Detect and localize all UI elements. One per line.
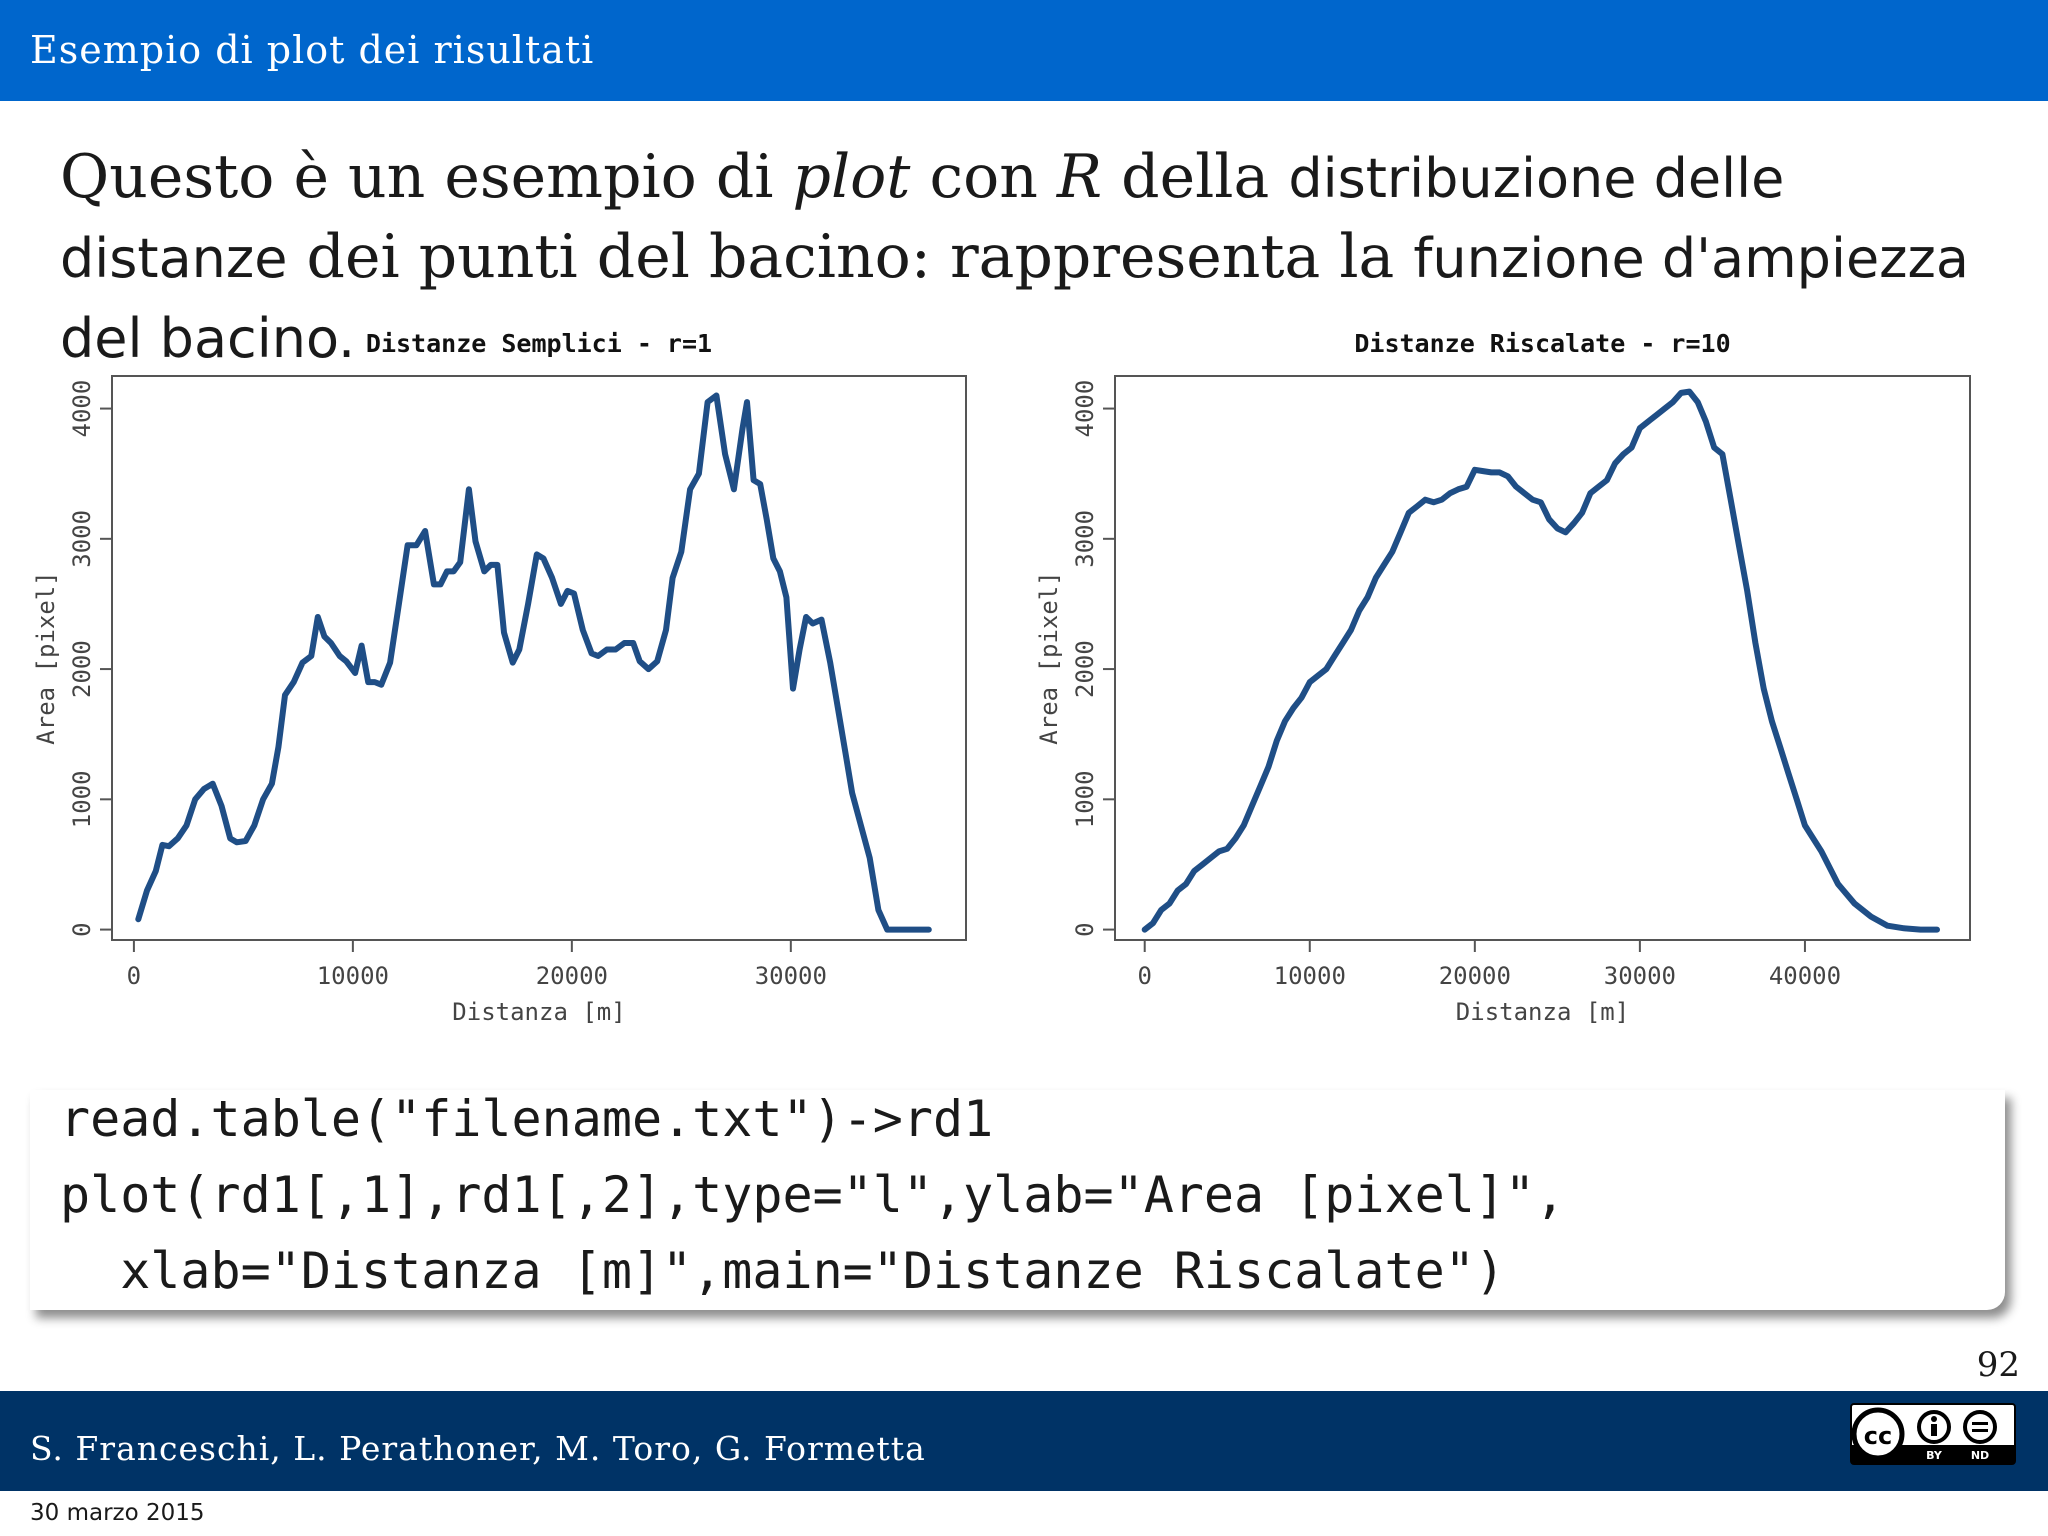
x-axis-label: Distanza [m] xyxy=(1456,998,1629,1026)
chart-distanze-semplici: Distanze Semplici - r=1 0 10000 20000 30000 0… xyxy=(32,329,967,1026)
series-line xyxy=(135,392,932,933)
intro-paragraph: Questo è un esempio di plot con R della … xyxy=(60,138,2020,378)
intro-emphasis-2: funzione d'ampiezza del bacino. xyxy=(60,227,1969,370)
y-axis-label: Area [pixel] xyxy=(32,571,60,744)
x-axis-label: Distanza [m] xyxy=(452,998,625,1026)
intro-emphasis-1: distribuzione delle distanze xyxy=(60,147,1785,290)
y-tick-label: 4000 xyxy=(68,380,96,438)
page-number: 92 xyxy=(1976,1345,2020,1385)
footer-bar: S. Franceschi, L. Perathoner, M. Toro, G… xyxy=(0,1391,2048,1491)
chart-title: Distanze Semplici - r=1 xyxy=(366,329,712,358)
x-tick-label: 30000 xyxy=(1604,962,1676,990)
x-tick-label: 0 xyxy=(1137,962,1151,990)
intro-plot-word: plot xyxy=(792,142,911,212)
svg-text:cc: cc xyxy=(1864,1422,1892,1450)
y-axis-label: Area [pixel] xyxy=(1035,571,1063,744)
x-tick-label: 0 xyxy=(127,962,141,990)
intro-text-1: Questo è un esempio di xyxy=(60,142,793,212)
code-line-2: plot(rd1[,1],rd1[,2],type="l",ylab="Area… xyxy=(60,1166,1566,1224)
y-tick-label: 2000 xyxy=(1071,640,1099,698)
plot-frame xyxy=(111,375,967,941)
intro-text-4: dei punti del bacino: rappresenta la xyxy=(287,222,1414,292)
y-tick-label: 3000 xyxy=(68,510,96,568)
cc-label-by: BY xyxy=(1926,1449,1943,1462)
x-tick-label: 10000 xyxy=(317,962,389,990)
y-tick-label: 4000 xyxy=(1071,380,1099,438)
x-tick-label: 30000 xyxy=(755,962,827,990)
x-tick-label: 20000 xyxy=(536,962,608,990)
x-tick-label: 10000 xyxy=(1274,962,1346,990)
intro-r-word: R xyxy=(1056,142,1103,212)
chart-distanze-riscalate: Distanze Riscalate - r=100 10000 20000 3000… xyxy=(1035,329,1971,1026)
series-line xyxy=(1141,388,1940,933)
header-bar: Esempio di plot dei risultati xyxy=(0,0,2048,101)
intro-text-3: della xyxy=(1102,142,1289,212)
chart-title: Distanze Riscalate - r=10 xyxy=(1354,329,1730,358)
slide-title: Esempio di plot dei risultati xyxy=(30,28,595,72)
x-tick-label: 40000 xyxy=(1769,962,1841,990)
y-tick-label: 0 xyxy=(68,922,96,936)
y-tick-label: 3000 xyxy=(1071,510,1099,568)
y-tick-label: 1000 xyxy=(1071,770,1099,828)
intro-text-2: con xyxy=(910,142,1057,212)
footer-date: 30 marzo 2015 xyxy=(30,1500,205,1526)
footer-authors: S. Franceschi, L. Perathoner, M. Toro, G… xyxy=(30,1429,926,1468)
x-tick-label: 20000 xyxy=(1439,962,1511,990)
y-tick-label: 0 xyxy=(1071,922,1099,936)
plot-frame xyxy=(1114,375,1971,941)
cc-label-nd: ND xyxy=(1971,1449,1989,1462)
code-line-1: read.table("filename.txt")->rd1 xyxy=(60,1090,994,1148)
code-block: read.table("filename.txt")->rd1 plot(rd1… xyxy=(30,1090,2005,1310)
cc-by-nd-icon: cc BY ND xyxy=(1850,1403,2016,1465)
y-tick-label: 2000 xyxy=(68,640,96,698)
code-line-3: xlab="Distanza [m]",main="Distanze Risca… xyxy=(60,1242,1505,1300)
y-tick-label: 1000 xyxy=(68,770,96,828)
